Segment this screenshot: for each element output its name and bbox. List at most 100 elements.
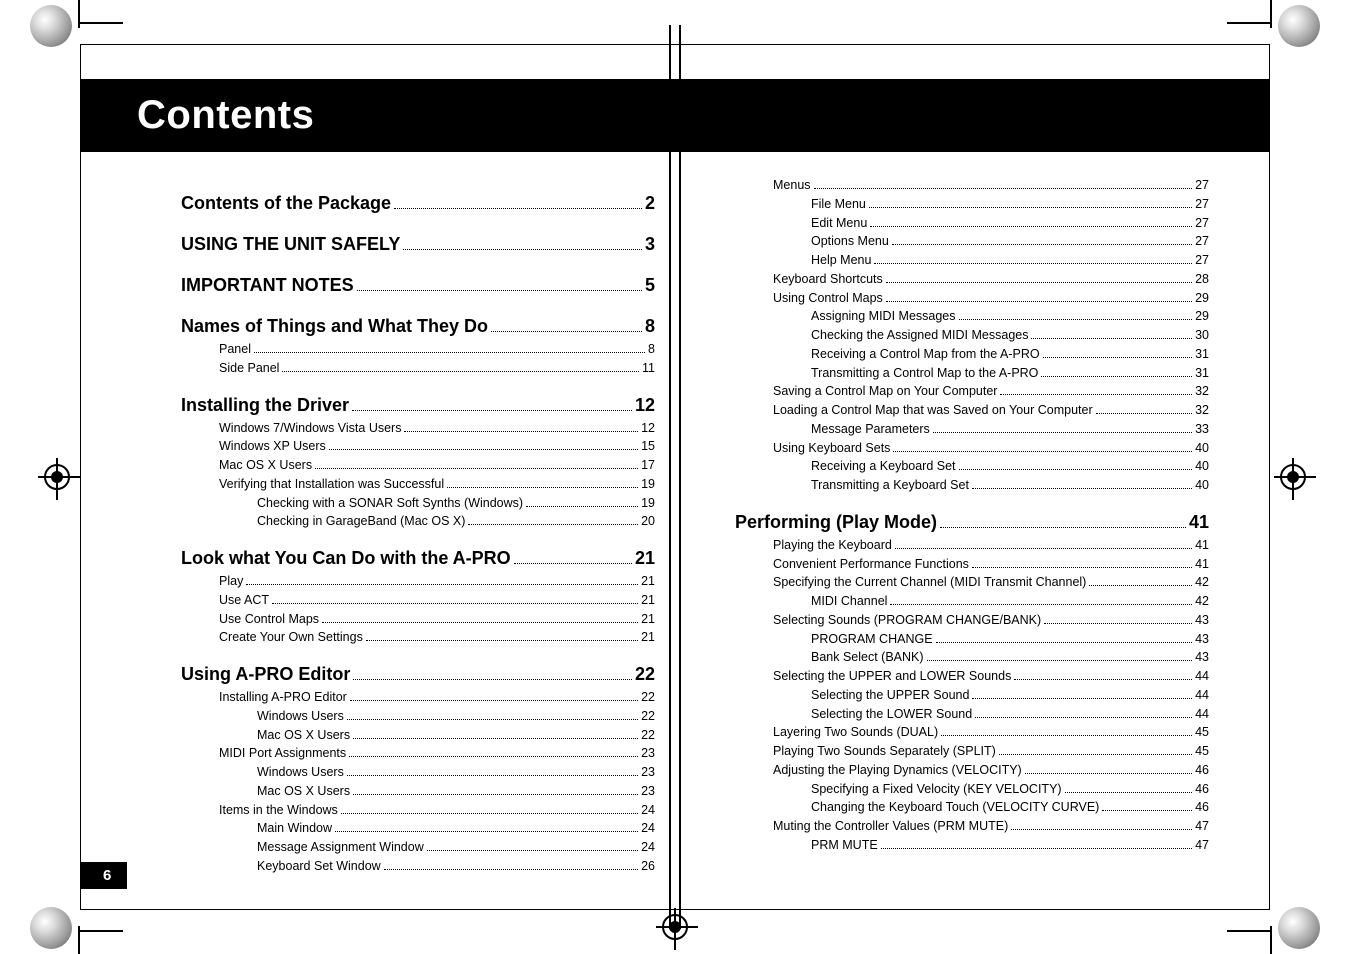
toc-entry: Windows 7/Windows Vista Users12 <box>181 419 655 438</box>
toc-entry: PROGRAM CHANGE 43 <box>735 630 1209 649</box>
toc-entry-label: Specifying the Current Channel (MIDI Tra… <box>773 573 1086 592</box>
toc-entry-label: Installing the Driver <box>181 392 349 419</box>
toc-entry-label: Receiving a Keyboard Set <box>811 457 956 476</box>
toc-entry-label: Panel <box>219 340 251 359</box>
toc-entry: Saving a Control Map on Your Computer32 <box>735 382 1209 401</box>
toc-leader-dots <box>350 700 638 701</box>
toc-entry: Create Your Own Settings21 <box>181 628 655 647</box>
toc-entry-page: 8 <box>645 313 655 340</box>
toc-leader-dots <box>940 527 1186 528</box>
toc-entry-label: Saving a Control Map on Your Computer <box>773 382 997 401</box>
toc-entry: Using A-PRO Editor22 <box>181 661 655 688</box>
toc-leader-dots <box>881 848 1192 849</box>
toc-leader-dots <box>347 775 638 776</box>
toc-leader-dots <box>1025 773 1192 774</box>
toc-entry: Specifying the Current Channel (MIDI Tra… <box>735 573 1209 592</box>
toc-entry-page: 27 <box>1195 214 1209 233</box>
toc-entry: Mac OS X Users23 <box>181 782 655 801</box>
toc-entry: Panel8 <box>181 340 655 359</box>
registration-mark <box>1280 464 1306 490</box>
toc-entry: Selecting Sounds (PROGRAM CHANGE/BANK)43 <box>735 611 1209 630</box>
toc-leader-dots <box>886 282 1192 283</box>
toc-entry-page: 22 <box>641 688 655 707</box>
title-banner: Contents <box>81 79 1269 152</box>
toc-entry-label: IMPORTANT NOTES <box>181 272 354 299</box>
toc-entry: Message Assignment Window24 <box>181 838 655 857</box>
toc-entry-page: 46 <box>1195 798 1209 817</box>
toc-entry-label: Items in the Windows <box>219 801 338 820</box>
corner-sphere <box>1278 5 1320 47</box>
toc-entry: Transmitting a Keyboard Set40 <box>735 476 1209 495</box>
toc-entry-page: 23 <box>641 763 655 782</box>
toc-entry-page: 41 <box>1195 536 1209 555</box>
toc-leader-dots <box>1044 623 1192 624</box>
toc-entry-label: Selecting Sounds (PROGRAM CHANGE/BANK) <box>773 611 1041 630</box>
toc-leader-dots <box>404 431 638 432</box>
toc-entry-page: 19 <box>641 494 655 513</box>
toc-entry: IMPORTANT NOTES 5 <box>181 272 655 299</box>
toc-entry-page: 23 <box>641 782 655 801</box>
toc-leader-dots <box>1065 792 1193 793</box>
toc-entry-label: Options Menu <box>811 232 889 251</box>
toc-entry-page: 46 <box>1195 761 1209 780</box>
toc-right-column: Menus27File Menu27Edit Menu27Options Men… <box>735 176 1209 876</box>
toc-entry-label: Playing the Keyboard <box>773 536 892 555</box>
toc-entry-page: 47 <box>1195 817 1209 836</box>
toc-leader-dots <box>491 331 642 332</box>
toc-entry: Verifying that Installation was Successf… <box>181 475 655 494</box>
toc-entry-page: 22 <box>641 707 655 726</box>
toc-leader-dots <box>468 524 638 525</box>
toc-leader-dots <box>384 869 638 870</box>
toc-entry: Checking the Assigned MIDI Messages30 <box>735 326 1209 345</box>
toc-entry-label: Side Panel <box>219 359 279 378</box>
page-frame: Contents Contents of the Package2USING T… <box>80 44 1270 910</box>
toc-leader-dots <box>394 208 642 209</box>
toc-entry-page: 5 <box>645 272 655 299</box>
toc-entry-page: 15 <box>641 437 655 456</box>
toc-entry: Selecting the UPPER and LOWER Sounds44 <box>735 667 1209 686</box>
toc-entry-label: Contents of the Package <box>181 190 391 217</box>
toc-entry-label: PROGRAM CHANGE <box>811 630 933 649</box>
toc-leader-dots <box>1000 394 1192 395</box>
toc-leader-dots <box>972 567 1192 568</box>
toc-leader-dots <box>272 603 638 604</box>
toc-entry: Adjusting the Playing Dynamics (VELOCITY… <box>735 761 1209 780</box>
toc-leader-dots <box>353 794 638 795</box>
toc-leader-dots <box>890 604 1192 605</box>
toc-entry-page: 24 <box>641 838 655 857</box>
toc-leader-dots <box>933 432 1192 433</box>
toc-leader-dots <box>927 660 1193 661</box>
toc-entry: Edit Menu27 <box>735 214 1209 233</box>
toc-entry: Layering Two Sounds (DUAL)45 <box>735 723 1209 742</box>
registration-mark <box>44 464 70 490</box>
toc-entry-label: Adjusting the Playing Dynamics (VELOCITY… <box>773 761 1022 780</box>
toc-leader-dots <box>246 584 638 585</box>
toc-leader-dots <box>427 850 638 851</box>
toc-entry: MIDI Port Assignments23 <box>181 744 655 763</box>
toc-entry-label: Transmitting a Control Map to the A-PRO <box>811 364 1038 383</box>
toc-entry-page: 41 <box>1195 555 1209 574</box>
toc-entry: Receiving a Keyboard Set40 <box>735 457 1209 476</box>
toc-entry-label: Layering Two Sounds (DUAL) <box>773 723 938 742</box>
toc-entry-page: 29 <box>1195 307 1209 326</box>
toc-entry-label: Convenient Performance Functions <box>773 555 969 574</box>
toc-entry: Selecting the UPPER Sound44 <box>735 686 1209 705</box>
toc-entry-label: Selecting the LOWER Sound <box>811 705 972 724</box>
toc-entry-label: Selecting the UPPER and LOWER Sounds <box>773 667 1011 686</box>
toc-entry-page: 42 <box>1195 573 1209 592</box>
toc-entry-page: 2 <box>645 190 655 217</box>
toc-entry-label: Muting the Controller Values (PRM MUTE) <box>773 817 1008 836</box>
toc-entry: PRM MUTE47 <box>735 836 1209 855</box>
toc-leader-dots <box>975 717 1192 718</box>
toc-entry-page: 32 <box>1195 401 1209 420</box>
toc-entry: MIDI Channel42 <box>735 592 1209 611</box>
toc-entry: Windows Users22 <box>181 707 655 726</box>
toc-entry: Transmitting a Control Map to the A-PRO3… <box>735 364 1209 383</box>
toc-entry-label: Use ACT <box>219 591 269 610</box>
toc-entry-page: 43 <box>1195 630 1209 649</box>
corner-sphere <box>30 5 72 47</box>
toc-entry-label: Bank Select (BANK) <box>811 648 924 667</box>
toc-entry: Use ACT21 <box>181 591 655 610</box>
toc-entry: Mac OS X Users22 <box>181 726 655 745</box>
toc-leader-dots <box>1096 413 1192 414</box>
